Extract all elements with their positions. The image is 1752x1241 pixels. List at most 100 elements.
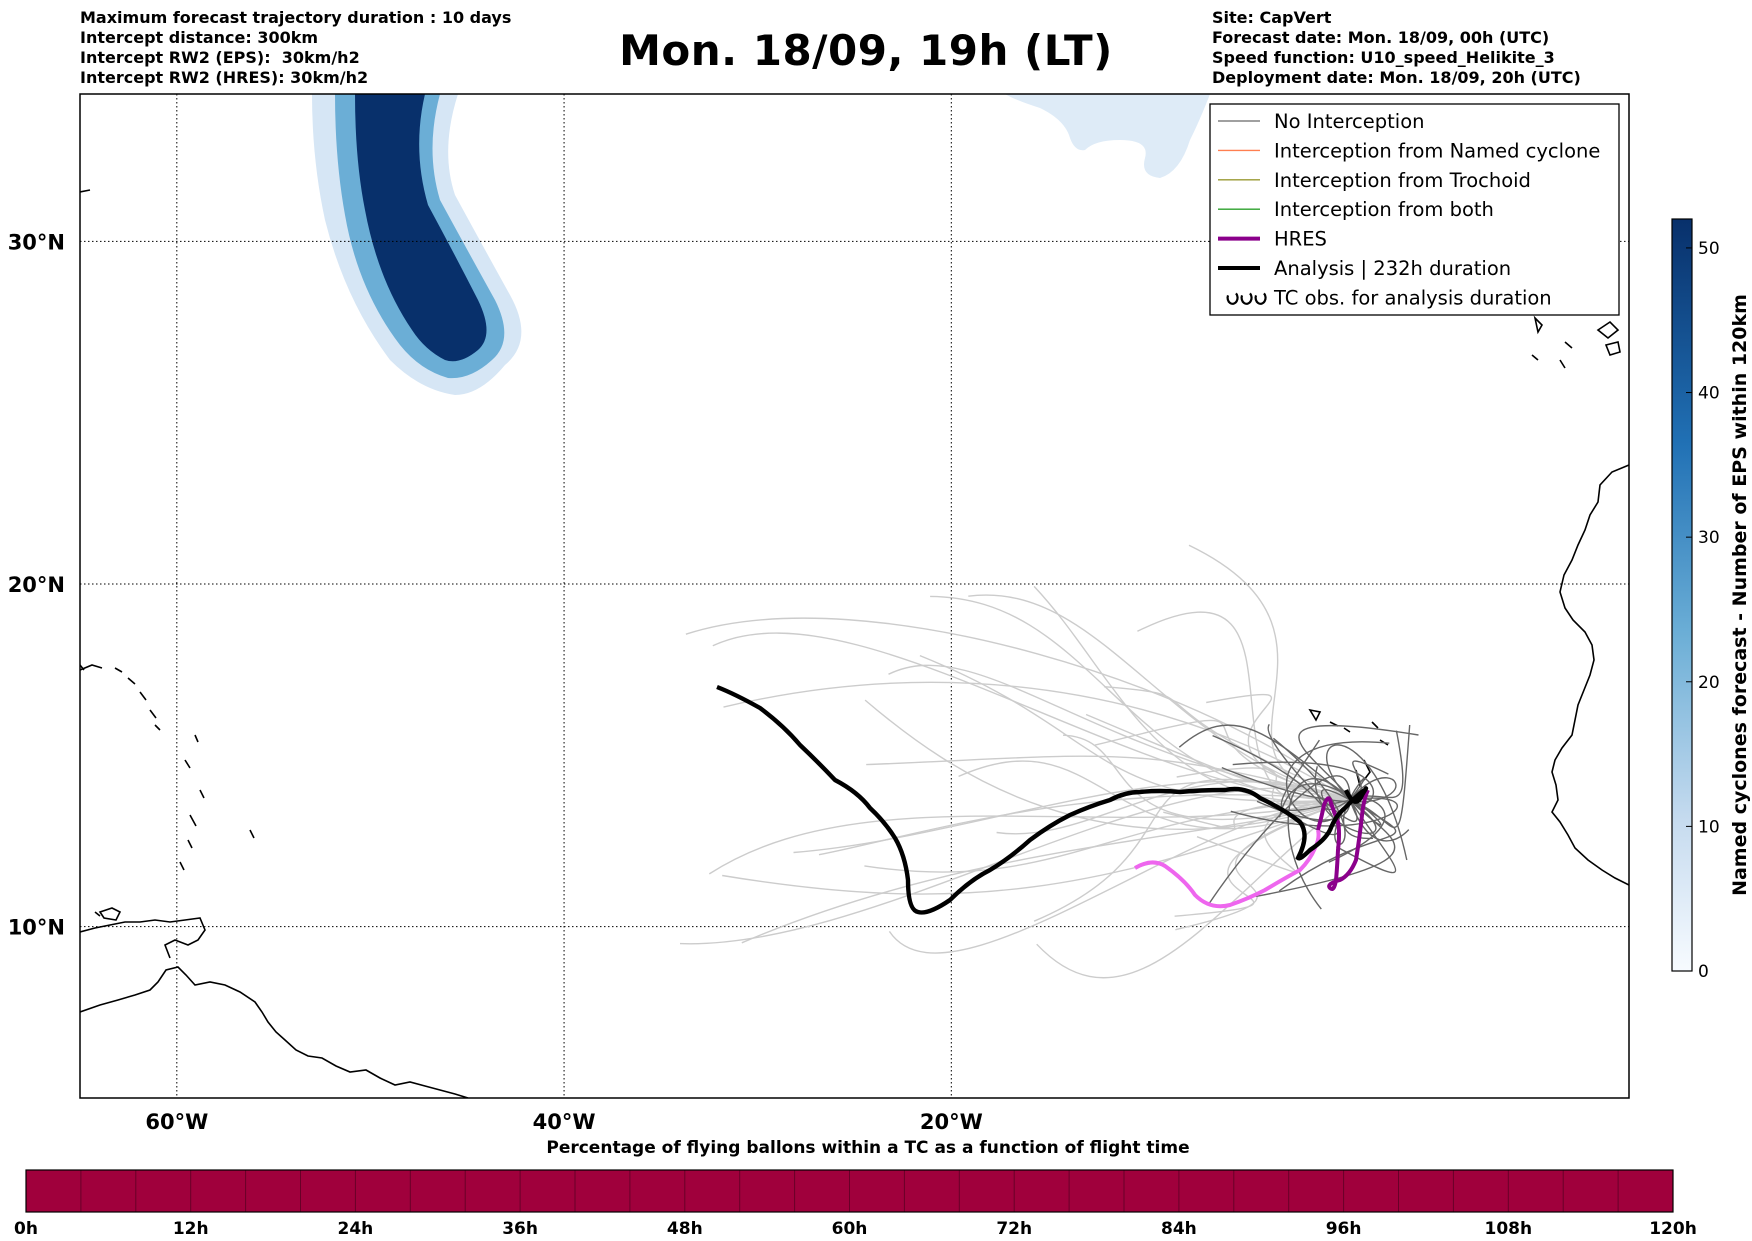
hres-trajectory-early	[1133, 829, 1321, 909]
eps-trajectory-dark	[1287, 777, 1351, 910]
map-area	[80, 94, 1629, 1098]
time-bar-label-3: 36h	[502, 1219, 538, 1239]
puerto-rico	[80, 664, 161, 731]
lon-label-0: 60°W	[145, 1110, 208, 1134]
time-bar-label-0: 0h	[14, 1219, 38, 1239]
eps-trajectory-dark	[1349, 724, 1411, 829]
speed-function-text: Speed function: U10_speed_Helikite_3	[1212, 48, 1555, 67]
flight-time-bar-fill	[25, 1169, 1674, 1213]
forecast-parameters: Maximum forecast trajectory duration : 1…	[80, 8, 511, 88]
legend-label: Interception from Trochoid	[1274, 169, 1531, 192]
colorbar-tick-label-4: 40	[1698, 384, 1720, 404]
legend: No Interception Interception from Named c…	[1209, 103, 1620, 316]
legend-item-4: HRES	[1218, 228, 1327, 251]
eps-trajectory-light	[1176, 767, 1351, 806]
lesser-antilles	[94, 734, 255, 917]
trinidad	[98, 907, 122, 921]
eps-trajectory-light	[712, 632, 1351, 801]
eps-trajectory-light	[888, 664, 1351, 801]
tc-symbol-icon	[1254, 292, 1267, 305]
legend-label: Interception from both	[1274, 198, 1494, 221]
legend-item-5: Analysis | 232h duration	[1218, 257, 1511, 280]
eps-trajectory-light	[968, 594, 1351, 801]
eps-trajectory-dark	[1221, 766, 1397, 803]
legend-label: No Interception	[1274, 110, 1425, 133]
tc-symbol-icon	[1226, 292, 1239, 305]
intercept-hres-text: Intercept RW2 (HRES): 30km/h2	[80, 68, 369, 87]
time-bar-label-1: 12h	[173, 1219, 209, 1239]
page-title: Mon. 18/09, 19h (LT)	[0, 26, 1752, 75]
forecast-date-text: Forecast date: Mon. 18/09, 00h (UTC)	[1212, 28, 1550, 47]
legend-item-3: Interception from both	[1218, 198, 1494, 221]
time-bar-label-7: 84h	[1161, 1219, 1197, 1239]
longitude-labels: 60°W 40°W 20°W	[145, 1110, 982, 1134]
flight-time-title-text: Percentage of flying ballons within a TC…	[546, 1138, 1190, 1158]
colorbar-tick-label-5: 50	[1698, 239, 1720, 259]
page-title-text: Mon. 18/09, 19h (LT)	[619, 26, 1113, 75]
legend-label: TC obs. for analysis duration	[1273, 286, 1552, 309]
time-bar-label-9: 108h	[1485, 1219, 1533, 1239]
colorbar-title: Named cyclones forecast - Number of EPS …	[1729, 294, 1751, 896]
legend-label: Analysis | 232h duration	[1274, 257, 1511, 280]
eps-trajectory-dark	[1255, 799, 1396, 898]
south-america-coast	[80, 966, 469, 1098]
legend-label: HRES	[1274, 228, 1327, 251]
lat-label-2: 10°N	[8, 916, 65, 940]
eps-trajectory-light	[1175, 799, 1351, 931]
eps-trajectory-dark	[1232, 761, 1375, 806]
legend-item-1: Interception from Named cyclone	[1218, 139, 1600, 162]
legend-label: Interception from Named cyclone	[1274, 139, 1600, 162]
intercept-eps-text: Intercept RW2 (EPS): 30km/h2	[80, 48, 360, 67]
africa-coast	[1551, 464, 1629, 886]
colorbar-tick-label-3: 30	[1698, 528, 1720, 548]
intercept-distance-text: Intercept distance: 300km	[80, 28, 319, 47]
eps-trajectory-dark	[1278, 799, 1397, 892]
colorbar: 0 10 20 30 40 50 Named cyclones forecast - Nu…	[1671, 218, 1751, 982]
site-info: Site: CapVert Forecast date: Mon. 18/09,…	[1212, 8, 1581, 88]
legend-item-6: TC obs. for analysis duration	[1226, 286, 1552, 309]
hispaniola-fragment	[80, 189, 91, 671]
eps-trajectory-light	[1174, 799, 1351, 917]
eps-trajectory-dark	[1267, 723, 1358, 823]
eps-trajectory-light	[685, 617, 1351, 801]
legend-item-2: Interception from Trochoid	[1218, 169, 1531, 192]
eps-trajectory-light	[1033, 585, 1351, 803]
flight-time-title: Percentage of flying ballons within a TC…	[0, 1138, 1752, 1158]
venezuela-coast	[80, 917, 206, 959]
time-bar-label-8: 96h	[1326, 1219, 1362, 1239]
eps-trajectory-dark	[1335, 799, 1397, 874]
legend-box	[1209, 103, 1620, 316]
colorbar-gradient	[1671, 218, 1693, 972]
max-duration-text: Maximum forecast trajectory duration : 1…	[80, 8, 512, 27]
eps-trajectory-dark	[1207, 775, 1351, 906]
site-text: Site: CapVert	[1212, 8, 1332, 27]
deployment-date-text: Deployment date: Mon. 18/09, 20h (UTC)	[1212, 68, 1581, 87]
lat-label-0: 30°N	[8, 230, 65, 254]
eps-trajectory-light	[722, 799, 1351, 895]
colorbar-tick-label-0: 0	[1698, 962, 1709, 982]
eps-trajectory-dark	[1314, 766, 1377, 835]
gridlines	[80, 94, 1629, 1098]
eps-trajectory-dark	[1349, 799, 1410, 842]
eps-trajectories-dark	[1178, 723, 1419, 910]
cyclone-density-core	[355, 94, 487, 362]
eps-trajectory-dark	[1285, 741, 1390, 823]
lon-label-1: 40°W	[533, 1110, 596, 1134]
eps-trajectory-dark	[1325, 744, 1408, 861]
latitude-labels: 30°N 20°N 10°N	[8, 230, 65, 939]
eps-trajectory-light	[723, 681, 1351, 801]
cyclone-density-north	[1005, 94, 1210, 178]
lat-label-1: 20°N	[8, 573, 65, 597]
eps-trajectory-light	[793, 780, 1351, 854]
hres-trajectory	[1316, 789, 1370, 891]
coastlines	[80, 189, 1629, 1098]
colorbar-tick-label-1: 10	[1698, 817, 1720, 837]
colorbar-tick-label-2: 20	[1698, 673, 1720, 693]
time-bar-label-6: 72h	[996, 1219, 1032, 1239]
eps-trajectory-light	[1206, 693, 1351, 801]
legend-item-0: No Interception	[1218, 110, 1425, 133]
lon-label-2: 20°W	[920, 1110, 983, 1134]
time-bar-label-5: 60h	[832, 1219, 868, 1239]
eps-trajectories-light	[679, 544, 1351, 979]
